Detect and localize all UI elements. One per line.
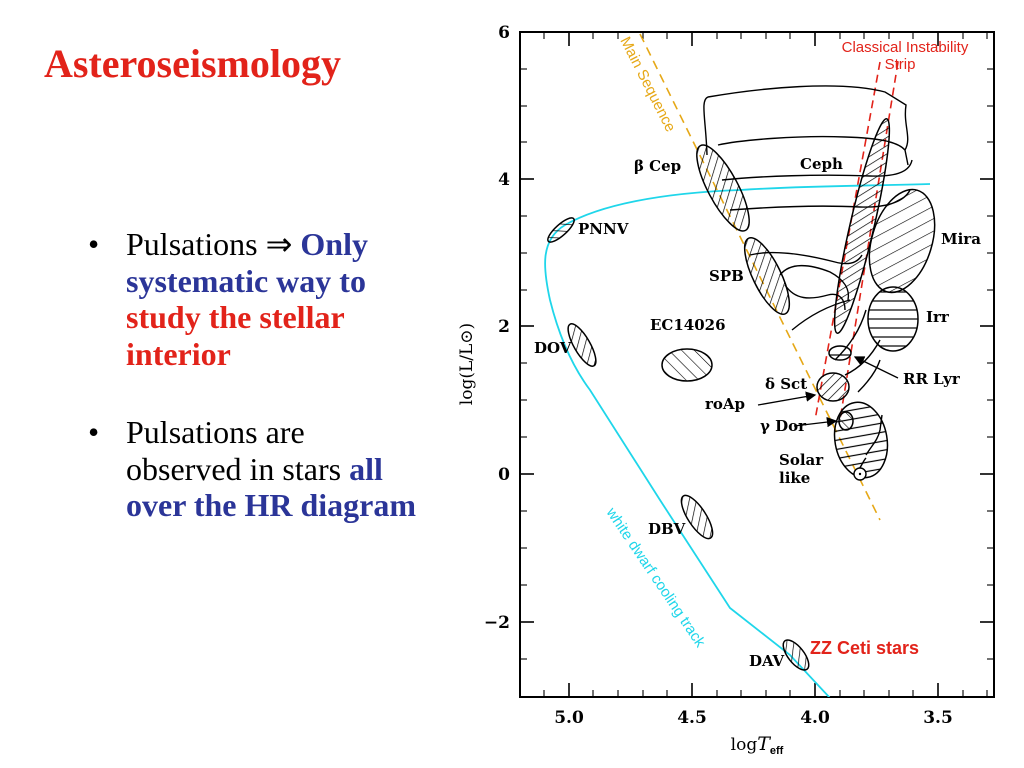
- label-solar-like-1: Solar: [779, 451, 824, 469]
- delta-sct-region: [816, 372, 850, 402]
- x-tick-label: 4.0: [800, 708, 830, 728]
- x-tick-label: 4.5: [677, 708, 707, 728]
- x-major-ticks: [568, 32, 939, 697]
- irregular-region: [867, 286, 919, 352]
- bullet-text-highlight: study the stellar interior: [126, 299, 345, 372]
- y-tick-label: 2: [498, 317, 510, 337]
- label-dbv: DBV: [648, 520, 686, 538]
- pnnv-region: [547, 217, 575, 243]
- slide-title: Asteroseismology: [44, 41, 341, 86]
- ec14026-region: [661, 348, 713, 382]
- label-mira: Mira: [941, 230, 981, 248]
- x-tick-label: 5.0: [554, 708, 584, 728]
- rr-lyr-arrow: [853, 356, 899, 379]
- dav-region: [782, 639, 810, 671]
- gamma-dor-arrow: [793, 416, 838, 428]
- solar-like-region: [833, 401, 889, 479]
- bullet-item-pulsations-only-way: • Pulsations ⇒ Only systematic way to st…: [88, 226, 418, 372]
- x-axis-label-log: log: [731, 735, 758, 755]
- bullet-marker: •: [88, 414, 100, 450]
- beta-cep-region: [696, 144, 750, 232]
- y-minor-ticks: [520, 68, 994, 660]
- y-tick-label: 4: [498, 170, 510, 190]
- y-tick-label: −2: [484, 613, 510, 633]
- x-tick-label: 3.5: [923, 708, 953, 728]
- roap-arrow: [757, 391, 817, 406]
- hr-diagram: 5.0 4.5 4.0 3.5 6 4 2 0 −2 logTeff log(L…: [457, 23, 995, 757]
- label-dav: DAV: [749, 652, 785, 670]
- bullet-list: • Pulsations ⇒ Only systematic way to st…: [88, 226, 418, 524]
- label-solar-like-2: like: [779, 469, 810, 487]
- label-dov: DOV: [534, 339, 572, 357]
- dbv-region: [680, 494, 714, 540]
- bullet-item-observed-all-over: • Pulsations are observed in stars all o…: [88, 414, 418, 524]
- y-axis-label: log(L/L⊙): [457, 323, 477, 405]
- label-gamma-dor: γ Dor: [760, 417, 807, 435]
- x-axis-label-sub: eff: [770, 745, 784, 757]
- spb-region: [743, 237, 791, 315]
- dov-region: [567, 323, 597, 367]
- bullet-marker: •: [88, 226, 100, 262]
- sun-marker-dot: [858, 472, 862, 476]
- bullet-text-segment: Pulsations ⇒: [126, 226, 301, 262]
- label-roap: roAp: [705, 395, 745, 413]
- instability-strip-red-edge: [839, 61, 899, 421]
- bullet-text-segment: Pulsations are observed in stars: [126, 414, 350, 487]
- label-rr-lyr: RR Lyr: [903, 370, 961, 388]
- rr-lyr-region: [828, 345, 852, 361]
- plot-frame: [519, 31, 995, 698]
- y-major-ticks: [520, 31, 994, 623]
- label-ec14026: EC14026: [650, 316, 726, 334]
- instability-strip-label-line2: Strip: [885, 56, 916, 73]
- bullet-text-emphasis: all over the HR diagram: [126, 450, 417, 524]
- label-beta-cep: β Cep: [634, 157, 681, 175]
- x-axis-label: logTeff: [731, 733, 784, 757]
- y-tick-label: 6: [498, 23, 510, 43]
- x-minor-ticks: [543, 32, 988, 697]
- label-spb: SPB: [709, 267, 744, 285]
- label-pnnv: PNNV: [578, 220, 629, 238]
- instability-strip-label-line1: Classical Instability: [842, 39, 969, 56]
- x-axis-label-t: T: [757, 733, 771, 755]
- y-tick-label: 0: [498, 465, 510, 485]
- label-cepheid: Ceph: [800, 155, 843, 173]
- zz-ceti-label: ZZ Ceti stars: [810, 638, 919, 658]
- label-delta-sct: δ Sct: [765, 375, 807, 393]
- bullet-text-emphasis: Only systematic way to: [126, 226, 368, 299]
- label-irregular: Irr: [926, 308, 950, 326]
- instability-strip-blue-edge: [814, 61, 881, 421]
